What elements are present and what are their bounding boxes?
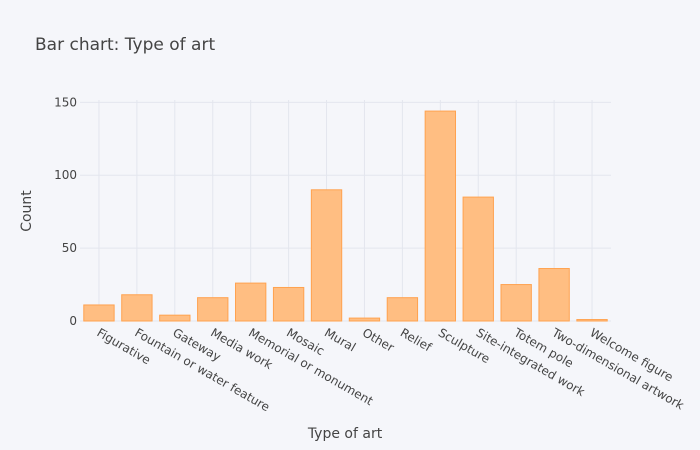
y-tick-labels: 0 50 100 150 xyxy=(54,95,77,328)
bar xyxy=(83,304,115,322)
bar xyxy=(348,317,381,322)
bar xyxy=(386,297,419,322)
bar xyxy=(500,284,532,322)
x-tick-label: Relief xyxy=(398,325,435,354)
y-tick-label: 150 xyxy=(54,95,77,109)
bars xyxy=(83,110,608,322)
chart-title: Bar chart: Type of art xyxy=(35,35,215,55)
bar xyxy=(197,297,229,322)
x-axis-title: Type of art xyxy=(307,426,383,442)
bar xyxy=(424,110,456,322)
bar xyxy=(159,314,191,322)
bar xyxy=(272,286,305,322)
y-tick-label: 100 xyxy=(54,168,77,182)
bar xyxy=(310,189,343,322)
y-tick-label: 50 xyxy=(62,241,77,255)
x-tick-label: Other xyxy=(360,325,397,354)
y-axis-title: Count xyxy=(19,190,35,232)
bar xyxy=(538,268,570,322)
x-tick-label: Mural xyxy=(322,325,358,354)
bar xyxy=(121,294,153,322)
bar xyxy=(462,196,494,322)
bar xyxy=(576,319,608,322)
bar xyxy=(235,282,267,322)
y-tick-label: 0 xyxy=(69,314,77,328)
